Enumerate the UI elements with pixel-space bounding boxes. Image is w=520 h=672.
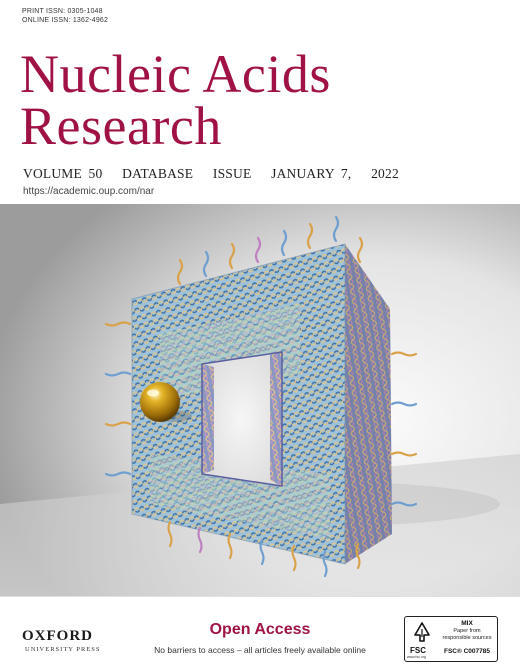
frame-opening (202, 352, 282, 486)
print-issn: PRINT ISSN: 0305-1048 (22, 8, 103, 15)
issue-info: VOLUME 50 DATABASE ISSUE JANUARY 7, 2022 (23, 166, 399, 181)
journal-title: Nucleic Acids Research (20, 44, 331, 156)
fsc-code: FSC® C007785 (444, 648, 490, 655)
cover-illustration (0, 204, 520, 596)
fsc-badge: FSC www.fsc.org MIX Paper from responsib… (404, 616, 498, 662)
fsc-mix: MIX (461, 620, 473, 627)
online-issn: ONLINE ISSN: 1362-4962 (22, 17, 109, 24)
dna-overhangs (104, 215, 418, 578)
issn-block: PRINT ISSN: 0305-1048 ONLINE ISSN: 1362-… (22, 7, 108, 25)
fsc-label: FSC (410, 646, 426, 655)
journal-url[interactable]: https://academic.oup.com/nar (23, 186, 155, 197)
journal-title-line2: Research (20, 96, 222, 156)
frame-side-face (345, 244, 392, 564)
open-access-subtitle: No barriers to access – all articles fre… (154, 645, 366, 655)
gold-nanoparticle (140, 382, 180, 422)
fsc-description: Paper from responsible sources (442, 628, 492, 641)
journal-title-line1: Nucleic Acids (20, 44, 331, 104)
oxford-logo-text: OXFORD (22, 628, 93, 644)
fsc-tree-icon (414, 622, 430, 642)
open-access-title: Open Access (209, 621, 311, 638)
oxford-logo-subtext: UNIVERSITY PRESS (25, 646, 101, 653)
fsc-website: www.fsc.org (407, 655, 426, 659)
